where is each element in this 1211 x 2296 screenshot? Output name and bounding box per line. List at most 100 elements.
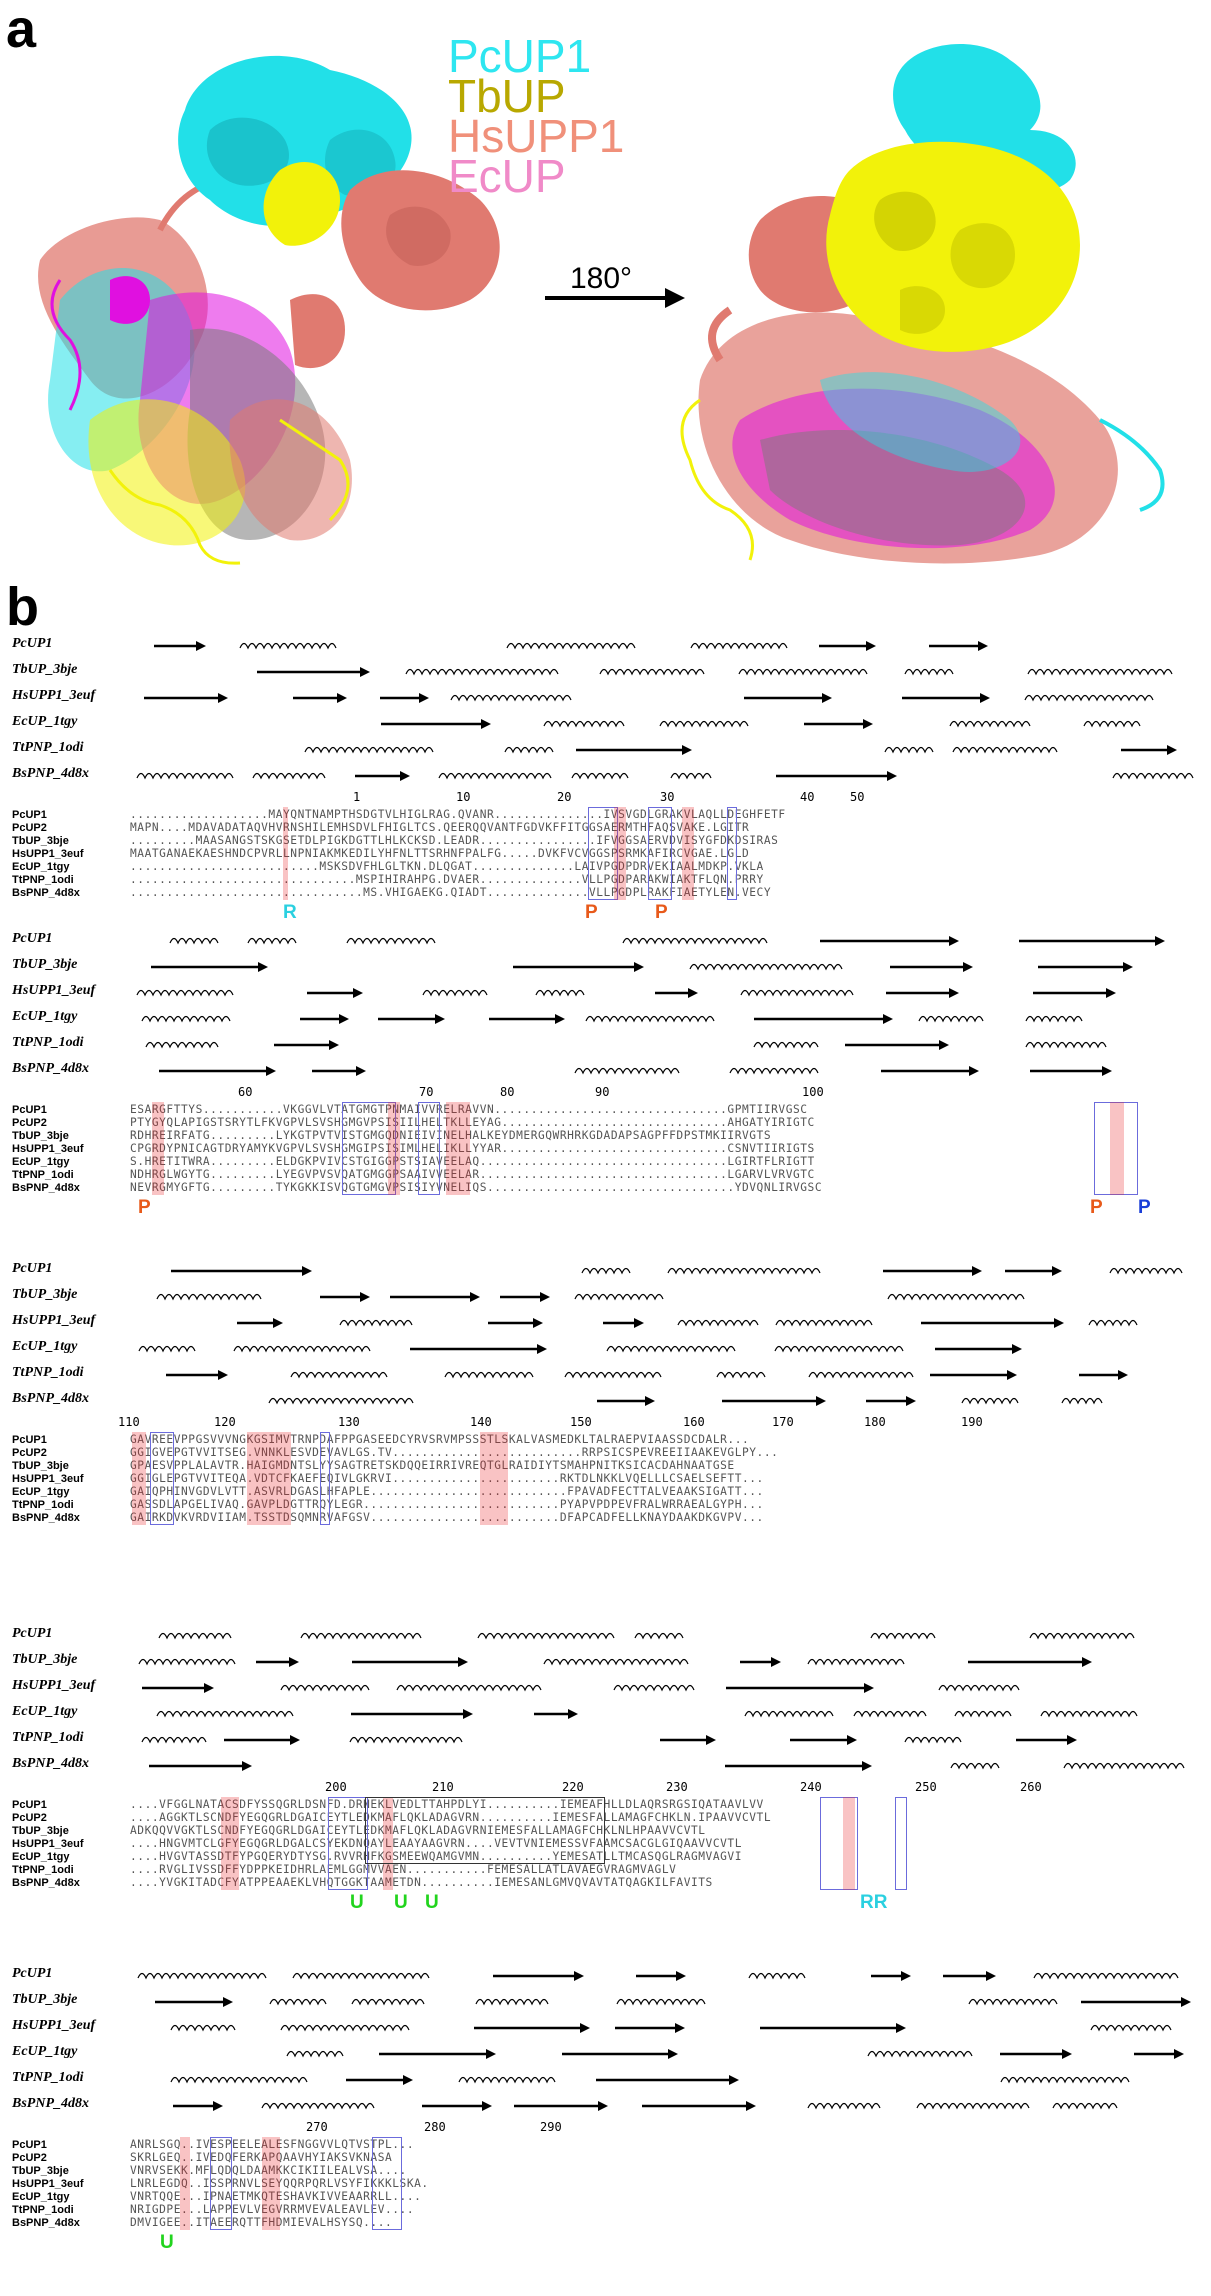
- secondary-structure-row: TbUP_3bje: [0, 1986, 1211, 2012]
- beta-strand-arrowhead: [266, 1066, 276, 1076]
- sequence-name: EcUP_1tgy: [12, 1156, 70, 1168]
- sequence-residues: DMVIGEE..ITAEERQTTFHDMIEVALHSYSQ....: [130, 2216, 393, 2229]
- beta-strand-arrowhead: [289, 1657, 299, 1667]
- residue-number: 80: [500, 1085, 515, 1099]
- beta-strand-arrowhead: [847, 1735, 857, 1745]
- alpha-helix-symbol: [269, 1998, 327, 2006]
- sequence-name: TtPNP_1odi: [12, 1499, 74, 1511]
- alpha-helix-symbol: [543, 1658, 689, 1666]
- secondary-structure-track: [169, 936, 1165, 946]
- sequence-name: BsPNP_4d8x: [12, 1182, 80, 1194]
- beta-strand-arrowhead: [1067, 1735, 1077, 1745]
- sequence-name: TtPNP_1odi: [12, 2204, 74, 2216]
- residue-number-ruler: 1 10 20 30 40 50: [0, 790, 1211, 806]
- residue-number: 1: [353, 790, 361, 804]
- sequence-row: HsUPP1_3euf CPGRDYPNICAGTDRYAMYKVGPVLSVSH…: [12, 1142, 1202, 1155]
- beta-strand-arrowhead: [771, 1657, 781, 1667]
- conservation-box: [418, 1102, 440, 1195]
- secondary-structure-track: [304, 745, 1177, 755]
- residue-number: 10: [456, 790, 471, 804]
- residue-number: 200: [325, 1780, 347, 1794]
- alpha-helix-symbol: [170, 2076, 308, 2084]
- sequence-name: HsUPP1_3euf: [12, 1838, 84, 1850]
- legend-entry-ecup: EcUP: [448, 150, 566, 202]
- alpha-helix-symbol: [543, 720, 625, 728]
- conservation-box: [446, 1102, 470, 1195]
- sequence-row: HsUPP1_3euf GGIGLEPGTVVITEQA.VDTCFKAEFEQI…: [12, 1472, 1202, 1485]
- alpha-helix-symbol: [774, 1345, 904, 1353]
- beta-strand-arrowhead: [901, 1971, 911, 1981]
- beta-strand-arrowhead: [1012, 1344, 1022, 1354]
- alpha-helix-symbol: [1027, 668, 1173, 676]
- sequence-row: TtPNP_1odi ....RVGLIVSSDFFYDPPKEIDHRLAEML…: [12, 1863, 1202, 1876]
- alpha-helix-symbol: [156, 1293, 262, 1301]
- sequence-name: PcUP2: [12, 1812, 47, 1824]
- structure-name-label: TbUP_3bje: [12, 1652, 78, 1667]
- structure-name-label: BsPNP_4d8x: [12, 1391, 89, 1406]
- beta-strand-arrowhead: [1118, 1370, 1128, 1380]
- beta-strand-arrowhead: [866, 641, 876, 651]
- beta-strand-arrowhead: [980, 693, 990, 703]
- alpha-helix-symbol: [954, 1710, 1012, 1718]
- secondary-structure-track: [151, 962, 1133, 972]
- conservation-box: [283, 807, 288, 900]
- secondary-structure-row: BsPNP_4d8x: [0, 1385, 1211, 1411]
- beta-strand-arrowhead: [463, 1709, 473, 1719]
- sequence-name: EcUP_1tgy: [12, 1486, 70, 1498]
- beta-strand-arrowhead: [1181, 1997, 1191, 2007]
- beta-strand-arrowhead: [435, 1014, 445, 1024]
- alpha-helix-symbol: [884, 746, 934, 754]
- beta-strand-arrowhead: [729, 2075, 739, 2085]
- beta-strand-arrowhead: [486, 2049, 496, 2059]
- alpha-helix-symbol: [1025, 1015, 1083, 1023]
- residue-number: 270: [306, 2120, 328, 2134]
- beta-strand-arrowhead: [356, 1066, 366, 1076]
- secondary-structure-row: HsUPP1_3euf: [0, 2012, 1211, 2038]
- alpha-helix-symbol: [1029, 1632, 1135, 1640]
- alpha-helix-symbol: [339, 1319, 413, 1327]
- structure-name-label: HsUPP1_3euf: [12, 1678, 96, 1693]
- structure-name-label: TtPNP_1odi: [12, 740, 84, 755]
- alpha-helix-symbol: [1088, 1319, 1138, 1327]
- beta-strand-arrowhead: [537, 1344, 547, 1354]
- beta-strand-arrowhead: [1007, 1370, 1017, 1380]
- beta-strand-arrowhead: [949, 988, 959, 998]
- beta-strand-arrowhead: [223, 1997, 233, 2007]
- conservation-box: [132, 1432, 146, 1525]
- sequence-residues: GASSDLAPGELIVAQ.GAVPLDGTTRQYLEGR........…: [130, 1498, 764, 1511]
- beta-strand-arrowhead: [273, 1318, 283, 1328]
- alpha-helix-symbol: [853, 1710, 927, 1718]
- sequence-residues: ....HNGVMTCLGFYEGQGRLDGALCSYEKDNQAYLEAAY…: [130, 1837, 742, 1850]
- structure-name-label: TtPNP_1odi: [12, 1035, 84, 1050]
- beta-strand-arrowhead: [896, 2023, 906, 2033]
- alpha-helix-symbol: [349, 1736, 463, 1744]
- beta-strand-arrowhead: [290, 1735, 300, 1745]
- secondary-structure-track: [156, 1292, 1025, 1302]
- residue-number: 30: [660, 790, 675, 804]
- beta-strand-arrowhead: [400, 771, 410, 781]
- sequence-row: PcUP1 ANRLSGQ..IVESPEELEALESFNGGVVLQTVSTP…: [12, 2138, 1202, 2151]
- alpha-helix-symbol: [1000, 2076, 1130, 2084]
- alpha-helix-symbol: [807, 1658, 905, 1666]
- secondary-structure-track: [154, 641, 988, 651]
- structure-name-label: EcUP_1tgy: [12, 1339, 78, 1354]
- alpha-helix-symbol: [252, 772, 326, 780]
- residue-role-mark: P: [655, 902, 668, 923]
- alpha-helix-symbol: [300, 1632, 422, 1640]
- residue-number-ruler: 270 280 290: [0, 2120, 1211, 2136]
- structure-legend: PcUP1 TbUP HsUPP1 EcUP: [448, 33, 625, 202]
- beta-strand-arrowhead: [822, 693, 832, 703]
- secondary-structure-row: PcUP1: [0, 1255, 1211, 1281]
- beta-strand-arrowhead: [978, 641, 988, 651]
- secondary-structure-row: HsUPP1_3euf: [0, 977, 1211, 1003]
- sequence-name: HsUPP1_3euf: [12, 2178, 84, 2190]
- structure-name-label: PcUP1: [12, 1966, 53, 1981]
- secondary-structure-track: [170, 2075, 1130, 2085]
- residue-number: 190: [961, 1415, 983, 1429]
- legend-entry-hsupp1: HsUPP1: [448, 110, 625, 162]
- residue-role-mark: U: [425, 1892, 439, 1913]
- alpha-helix-symbol: [158, 1632, 232, 1640]
- beta-strand-arrowhead: [360, 1292, 370, 1302]
- sequence-residues: S.HRETITWRA.........ELDGKPVIVCSTGIGGPSTS…: [130, 1155, 815, 1168]
- conservation-box: [320, 1432, 330, 1525]
